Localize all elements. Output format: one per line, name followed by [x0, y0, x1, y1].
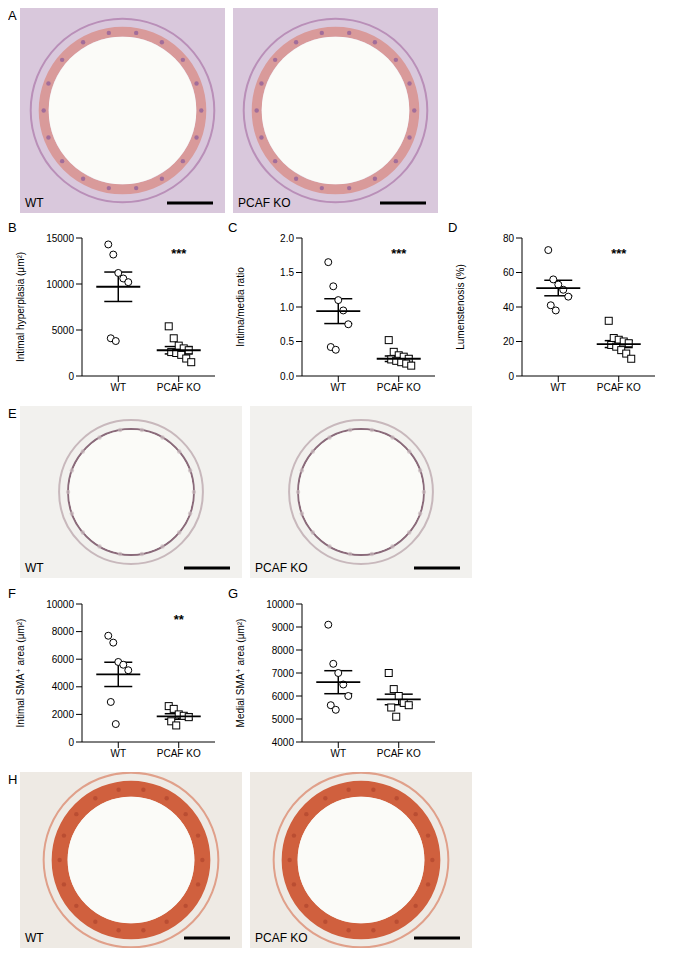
svg-text:80: 80 — [503, 233, 515, 244]
svg-text:9000: 9000 — [272, 622, 295, 633]
html-text:D: D — [448, 220, 458, 235]
svg-text:Medial SMA⁺ area (μm²): Medial SMA⁺ area (μm²) — [235, 619, 246, 728]
svg-text:10000: 10000 — [266, 599, 294, 610]
svg-text:WT: WT — [330, 382, 346, 393]
svg-text:10000: 10000 — [46, 279, 74, 290]
svg-text:8000: 8000 — [52, 626, 75, 637]
svg-text:10000: 10000 — [46, 599, 74, 610]
svg-text:PCAF KO: PCAF KO — [597, 382, 641, 393]
html-text:H: H — [8, 772, 18, 787]
svg-text:20: 20 — [503, 336, 515, 347]
svg-text:Intima/media ratio: Intima/media ratio — [235, 267, 246, 347]
svg-text:4000: 4000 — [52, 681, 75, 692]
svg-text:60: 60 — [503, 267, 515, 278]
svg-text:WT: WT — [330, 748, 346, 759]
svg-text:1.0: 1.0 — [280, 302, 294, 313]
svg-text:Lumenstenosis (%): Lumenstenosis (%) — [455, 264, 466, 350]
html-text:F: F — [8, 586, 16, 601]
svg-text:PCAF KO: PCAF KO — [255, 931, 308, 945]
svg-text:WT: WT — [25, 931, 44, 945]
svg-text:Intimal SMA⁺ area (μm²): Intimal SMA⁺ area (μm²) — [15, 619, 26, 728]
svg-text:WT: WT — [110, 748, 126, 759]
svg-text:8000: 8000 — [272, 645, 295, 656]
svg-text:5000: 5000 — [272, 714, 295, 725]
svg-text:40: 40 — [503, 302, 515, 313]
svg-text:0: 0 — [68, 737, 74, 748]
svg-text:PCAF KO: PCAF KO — [377, 382, 421, 393]
svg-text:4000: 4000 — [272, 737, 295, 748]
html-text:C: C — [228, 220, 238, 235]
svg-text:WT: WT — [550, 382, 566, 393]
svg-text:Intimal hyperplasia (μm²): Intimal hyperplasia (μm²) — [15, 252, 26, 362]
svg-text:15000: 15000 — [46, 233, 74, 244]
svg-text:7000: 7000 — [272, 668, 295, 679]
svg-text:WT: WT — [25, 196, 44, 210]
html-text:E: E — [8, 406, 17, 421]
svg-text:PCAF KO: PCAF KO — [377, 748, 421, 759]
svg-text:PCAF KO: PCAF KO — [157, 748, 201, 759]
svg-text:PCAF KO: PCAF KO — [157, 382, 201, 393]
svg-text:6000: 6000 — [52, 654, 75, 665]
html-text:B: B — [8, 220, 17, 235]
svg-text:0: 0 — [508, 371, 514, 382]
svg-text:0.5: 0.5 — [280, 336, 294, 347]
svg-text:PCAF KO: PCAF KO — [238, 196, 291, 210]
svg-text:1.5: 1.5 — [280, 267, 294, 278]
svg-text:WT: WT — [110, 382, 126, 393]
html-text:A: A — [8, 8, 17, 23]
svg-text:PCAF KO: PCAF KO — [255, 561, 308, 575]
html-text:G: G — [228, 586, 239, 601]
svg-text:0.0: 0.0 — [280, 371, 294, 382]
svg-text:WT: WT — [25, 561, 44, 575]
svg-text:6000: 6000 — [272, 691, 295, 702]
svg-text:5000: 5000 — [52, 325, 75, 336]
svg-text:2.0: 2.0 — [280, 233, 294, 244]
svg-text:0: 0 — [68, 371, 74, 382]
svg-text:2000: 2000 — [52, 709, 75, 720]
